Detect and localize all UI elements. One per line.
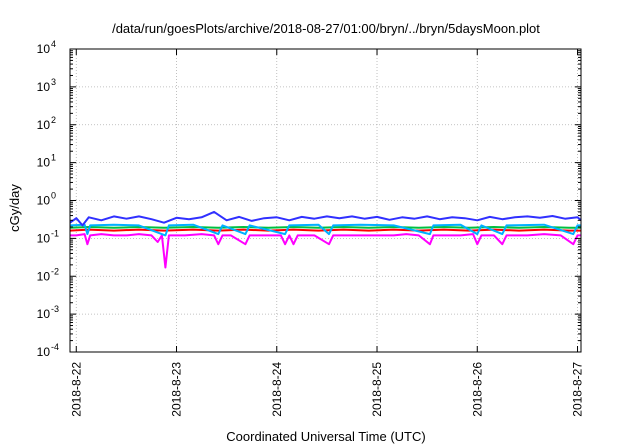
series-line-4	[69, 210, 582, 227]
y-tick-base: 10	[37, 42, 51, 56]
y-tick-base: 10	[37, 345, 51, 359]
y-tick-base: 10	[37, 231, 51, 245]
x-axis-label: Coordinated Universal Time (UTC)	[226, 429, 425, 444]
chart-title: /data/run/goesPlots/archive/2018-08-27/0…	[112, 21, 540, 36]
y-tick-label: 10	[37, 80, 51, 94]
y-tick-label: 10	[37, 42, 51, 56]
y-tick-exponent: 3	[51, 77, 56, 87]
y-tick-exponent: 4	[51, 39, 56, 49]
y-axis-label: cGy/day	[7, 184, 22, 232]
y-tick-base: 10	[37, 80, 51, 94]
x-tick-label: 2018-8-26	[470, 362, 484, 417]
x-tick-label: 2018-8-23	[170, 362, 184, 417]
y-tick-base: 10	[37, 194, 51, 208]
y-tick-base: 10	[37, 269, 51, 283]
y-tick-exponent: -2	[51, 266, 59, 276]
y-tick-label: 10	[37, 156, 51, 170]
series-line-0	[70, 233, 581, 269]
x-tick-label: 2018-8-27	[571, 362, 585, 417]
y-tick-label: 10	[37, 269, 51, 283]
y-tick-exponent: -4	[51, 342, 59, 352]
y-tick-label: 10	[37, 194, 51, 208]
x-tick-label: 2018-8-24	[270, 362, 284, 417]
y-tick-exponent: 1	[51, 153, 56, 163]
y-tick-label: 10	[37, 231, 51, 245]
y-tick-base: 10	[37, 156, 51, 170]
series-line-3	[69, 223, 581, 237]
y-tick-exponent: 0	[51, 191, 56, 201]
x-tick-label: 2018-8-22	[69, 362, 83, 417]
y-tick-exponent: 2	[51, 115, 56, 125]
y-tick-exponent: -1	[51, 228, 59, 238]
x-tick-label: 2018-8-25	[370, 362, 384, 417]
y-tick-label: 10	[37, 345, 51, 359]
y-tick-label: 10	[37, 118, 51, 132]
y-tick-base: 10	[37, 118, 51, 132]
y-tick-base: 10	[37, 307, 51, 321]
grid-layer	[70, 49, 581, 352]
y-tick-exponent: -3	[51, 304, 59, 314]
y-tick-label: 10	[37, 307, 51, 321]
series-layer	[69, 210, 582, 269]
